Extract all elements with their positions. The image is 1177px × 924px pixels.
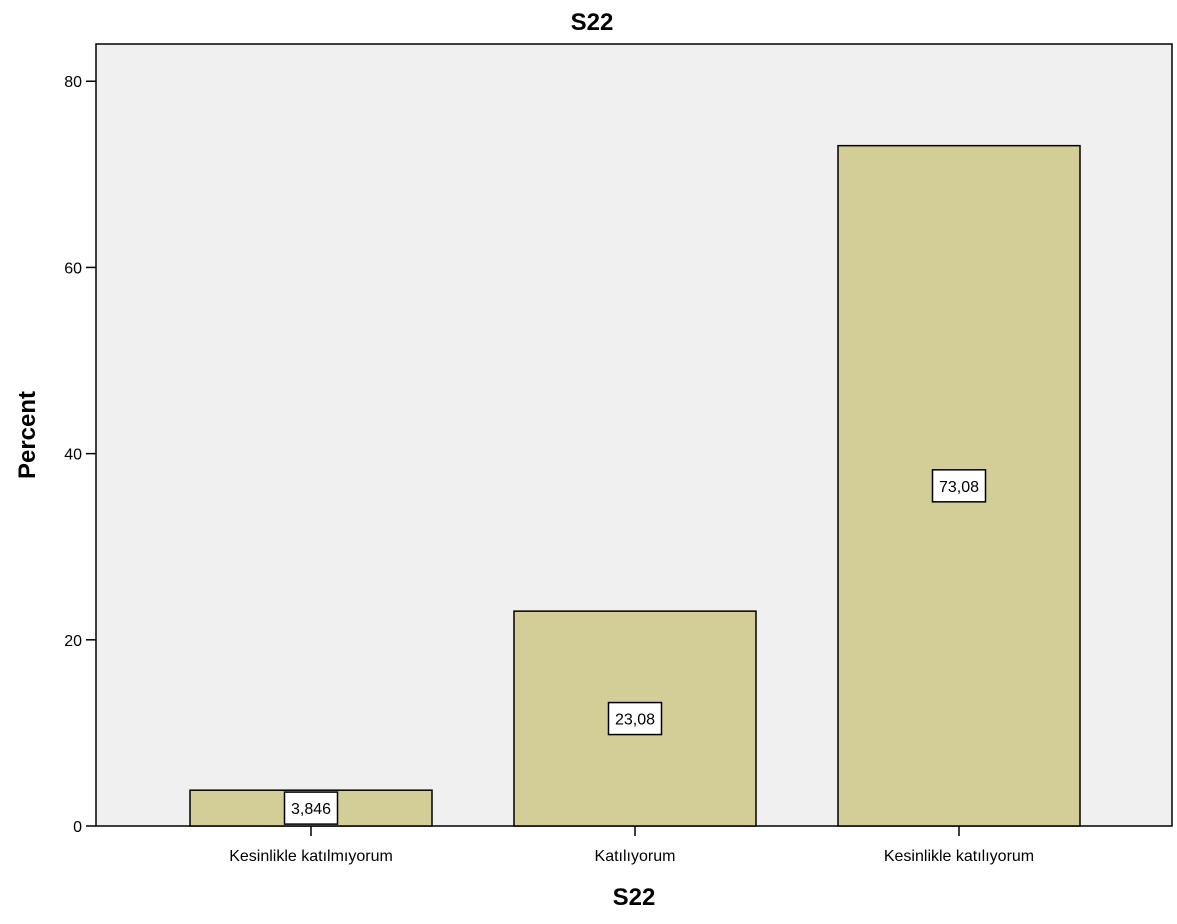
x-axis-label: S22 [613,884,656,911]
y-tick-label: 60 [64,260,82,277]
data-label: 73,08 [931,469,987,503]
y-tick: 0 [73,819,96,836]
data-label: 23,08 [607,701,663,736]
data-label-box [931,469,987,503]
y-tick-label: 0 [73,819,82,836]
y-tick-label: 80 [64,74,82,91]
y-tick-label: 20 [64,633,82,650]
y-tick: 80 [64,74,96,91]
data-label-box [283,791,339,825]
y-tick: 60 [64,260,96,277]
x-tick-label: Katılıyorum [595,848,676,865]
data-labels: 3,846 23,08 73,08 [283,469,987,825]
x-axis-categories: Kesinlikle katılmıyorum Katılıyorum Kesinl… [229,826,1034,865]
data-label-value: 23,08 [615,712,655,729]
data-label-box [607,701,663,736]
data-label-value: 73,08 [939,479,979,496]
y-tick-label: 40 [64,447,82,464]
chart-title: S22 [571,9,614,36]
y-tick: 20 [64,633,96,650]
data-label: 3,846 [283,791,339,825]
y-axis-ticks: 0 20 40 60 80 [64,74,96,836]
y-tick: 40 [64,447,96,464]
x-tick-label: Kesinlikle katılmıyorum [229,848,393,865]
x-tick-label: Kesinlikle katılıyorum [884,848,1034,865]
y-axis-label: Percent [14,391,41,479]
data-label-value: 3,846 [291,801,331,818]
